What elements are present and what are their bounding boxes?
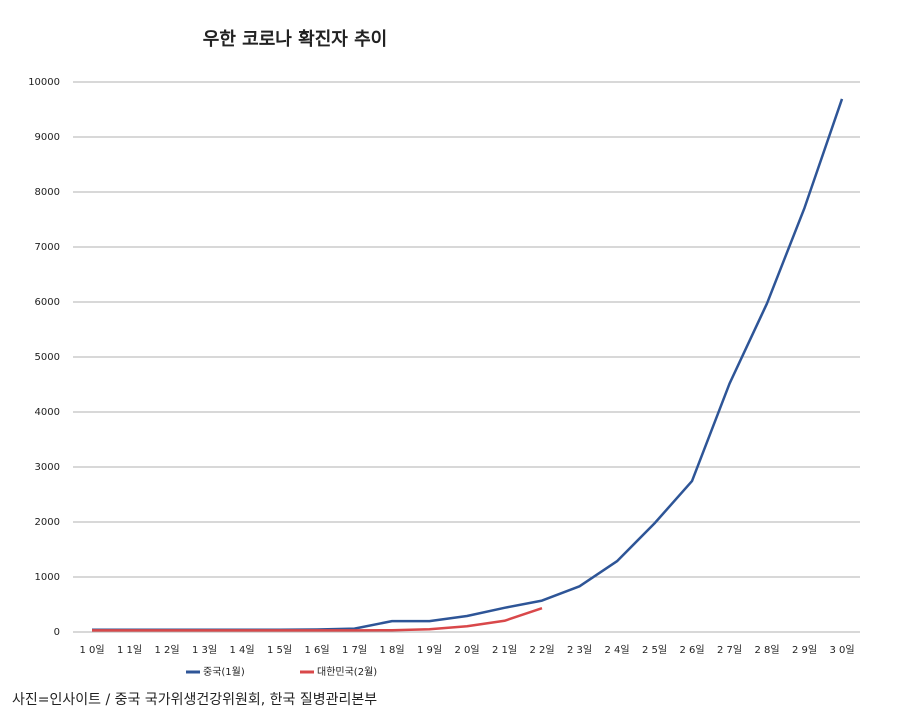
x-tick-label: 2 5일 bbox=[642, 644, 667, 656]
x-tick-label: 1 1일 bbox=[117, 644, 142, 656]
x-tick-label: 1 9일 bbox=[417, 644, 442, 656]
chart-title: 우한 코로나 확진자 추이 bbox=[203, 29, 387, 50]
x-tick-label: 1 8일 bbox=[379, 644, 404, 656]
x-tick-label: 2 1일 bbox=[492, 644, 517, 656]
x-tick-label: 1 6일 bbox=[304, 644, 329, 656]
x-tick-label: 1 5일 bbox=[267, 644, 292, 656]
x-tick-label: 2 3일 bbox=[567, 644, 592, 656]
x-tick-label: 3 0일 bbox=[829, 644, 854, 656]
legend-label: 중국(1월) bbox=[203, 666, 245, 678]
x-tick-label: 1 2일 bbox=[154, 644, 179, 656]
x-tick-label: 1 0일 bbox=[79, 644, 104, 656]
series-line bbox=[92, 98, 844, 631]
series-line bbox=[92, 607, 543, 632]
y-tick-label: 3000 bbox=[35, 462, 60, 473]
x-tick-label: 2 2일 bbox=[529, 644, 554, 656]
y-tick-label: 2000 bbox=[35, 517, 60, 528]
x-tick-label: 2 7일 bbox=[717, 644, 742, 656]
y-tick-label: 0 bbox=[54, 627, 60, 638]
y-tick-label: 4000 bbox=[35, 407, 60, 418]
x-tick-label: 1 3일 bbox=[192, 644, 217, 656]
x-tick-label: 1 7일 bbox=[342, 644, 367, 656]
x-tick-label: 2 0일 bbox=[454, 644, 479, 656]
y-tick-label: 6000 bbox=[35, 297, 60, 308]
x-tick-label: 1 4일 bbox=[229, 644, 254, 656]
x-tick-label: 2 6일 bbox=[679, 644, 704, 656]
legend-label: 대한민국(2월) bbox=[317, 666, 377, 678]
y-tick-label: 7000 bbox=[35, 242, 60, 253]
y-tick-label: 9000 bbox=[35, 132, 60, 143]
x-tick-label: 2 4일 bbox=[604, 644, 629, 656]
y-tick-label: 8000 bbox=[35, 187, 60, 198]
y-tick-label: 10000 bbox=[28, 77, 60, 88]
x-tick-label: 2 9일 bbox=[792, 644, 817, 656]
y-tick-label: 1000 bbox=[35, 572, 60, 583]
x-tick-label: 2 8일 bbox=[754, 644, 779, 656]
y-tick-label: 5000 bbox=[35, 352, 60, 363]
caption: 사진=인사이트 / 중국 국가위생건강위원회, 한국 질병관리본부 bbox=[12, 692, 377, 708]
